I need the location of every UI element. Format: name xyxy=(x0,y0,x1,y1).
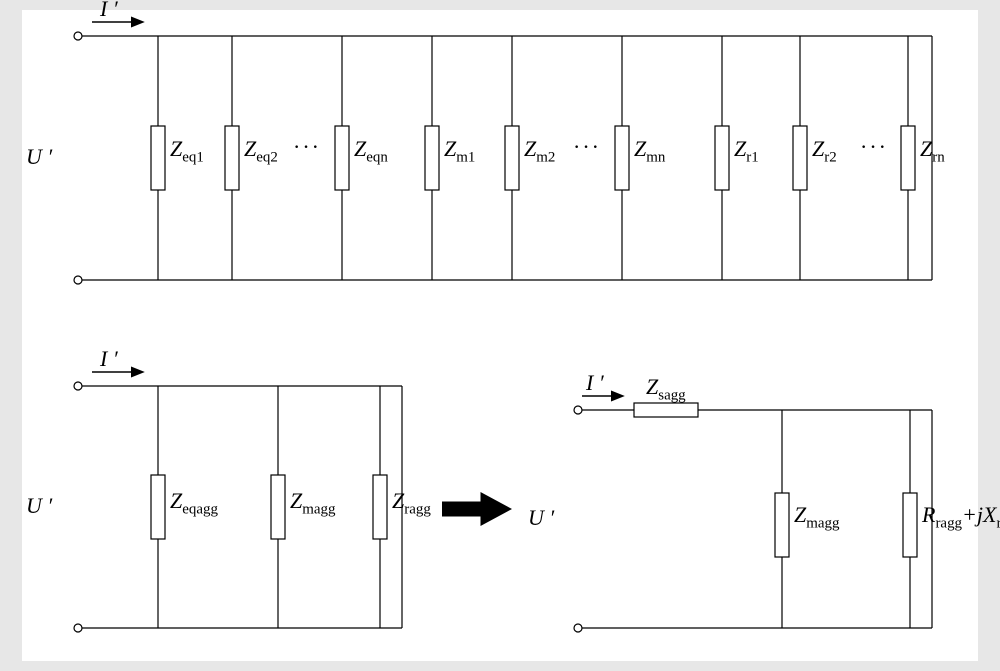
series-impedance-label: Zsagg xyxy=(646,374,686,404)
impedance-label-m1: Zm1 xyxy=(444,136,475,166)
current-label-bl: I ′ xyxy=(100,346,118,372)
voltage-label-br: U ′ xyxy=(528,505,554,531)
voltage-label-bl: U ′ xyxy=(26,493,52,519)
impedance-label-magg: Zmagg xyxy=(794,502,839,532)
impedance-label-eq2: Zeq2 xyxy=(244,136,278,166)
ellipsis: ··· xyxy=(860,134,888,160)
impedance-label-m2: Zm2 xyxy=(524,136,555,166)
impedance-label-rn: Zrn xyxy=(920,136,945,166)
impedance-label-eq1: Zeq1 xyxy=(170,136,204,166)
impedance-label-magg: Zmagg xyxy=(290,488,335,518)
impedance-label-ragg: Zragg xyxy=(392,488,431,518)
circuit-svg xyxy=(22,10,978,661)
current-label: I ′ xyxy=(100,0,118,22)
ellipsis: ··· xyxy=(573,134,601,160)
current-label-br: I ′ xyxy=(586,370,604,396)
impedance-label-r2: Zr2 xyxy=(812,136,837,166)
impedance-label-r1: Zr1 xyxy=(734,136,759,166)
impedance-label-eqagg: Zeqagg xyxy=(170,488,218,518)
impedance-label-eqn: Zeqn xyxy=(354,136,388,166)
voltage-label: U ′ xyxy=(26,144,52,170)
impedance-label-ragg: Rragg+jXragg xyxy=(922,502,1000,532)
impedance-label-mn: Zmn xyxy=(634,136,665,166)
ellipsis: ··· xyxy=(293,134,321,160)
diagram-canvas: I ′ U ′ Zeq1 Zeq2 Zeqn Zm1 Zm2 Zmn Zr1 Zr2 Zrn ··· ·… xyxy=(22,10,978,661)
